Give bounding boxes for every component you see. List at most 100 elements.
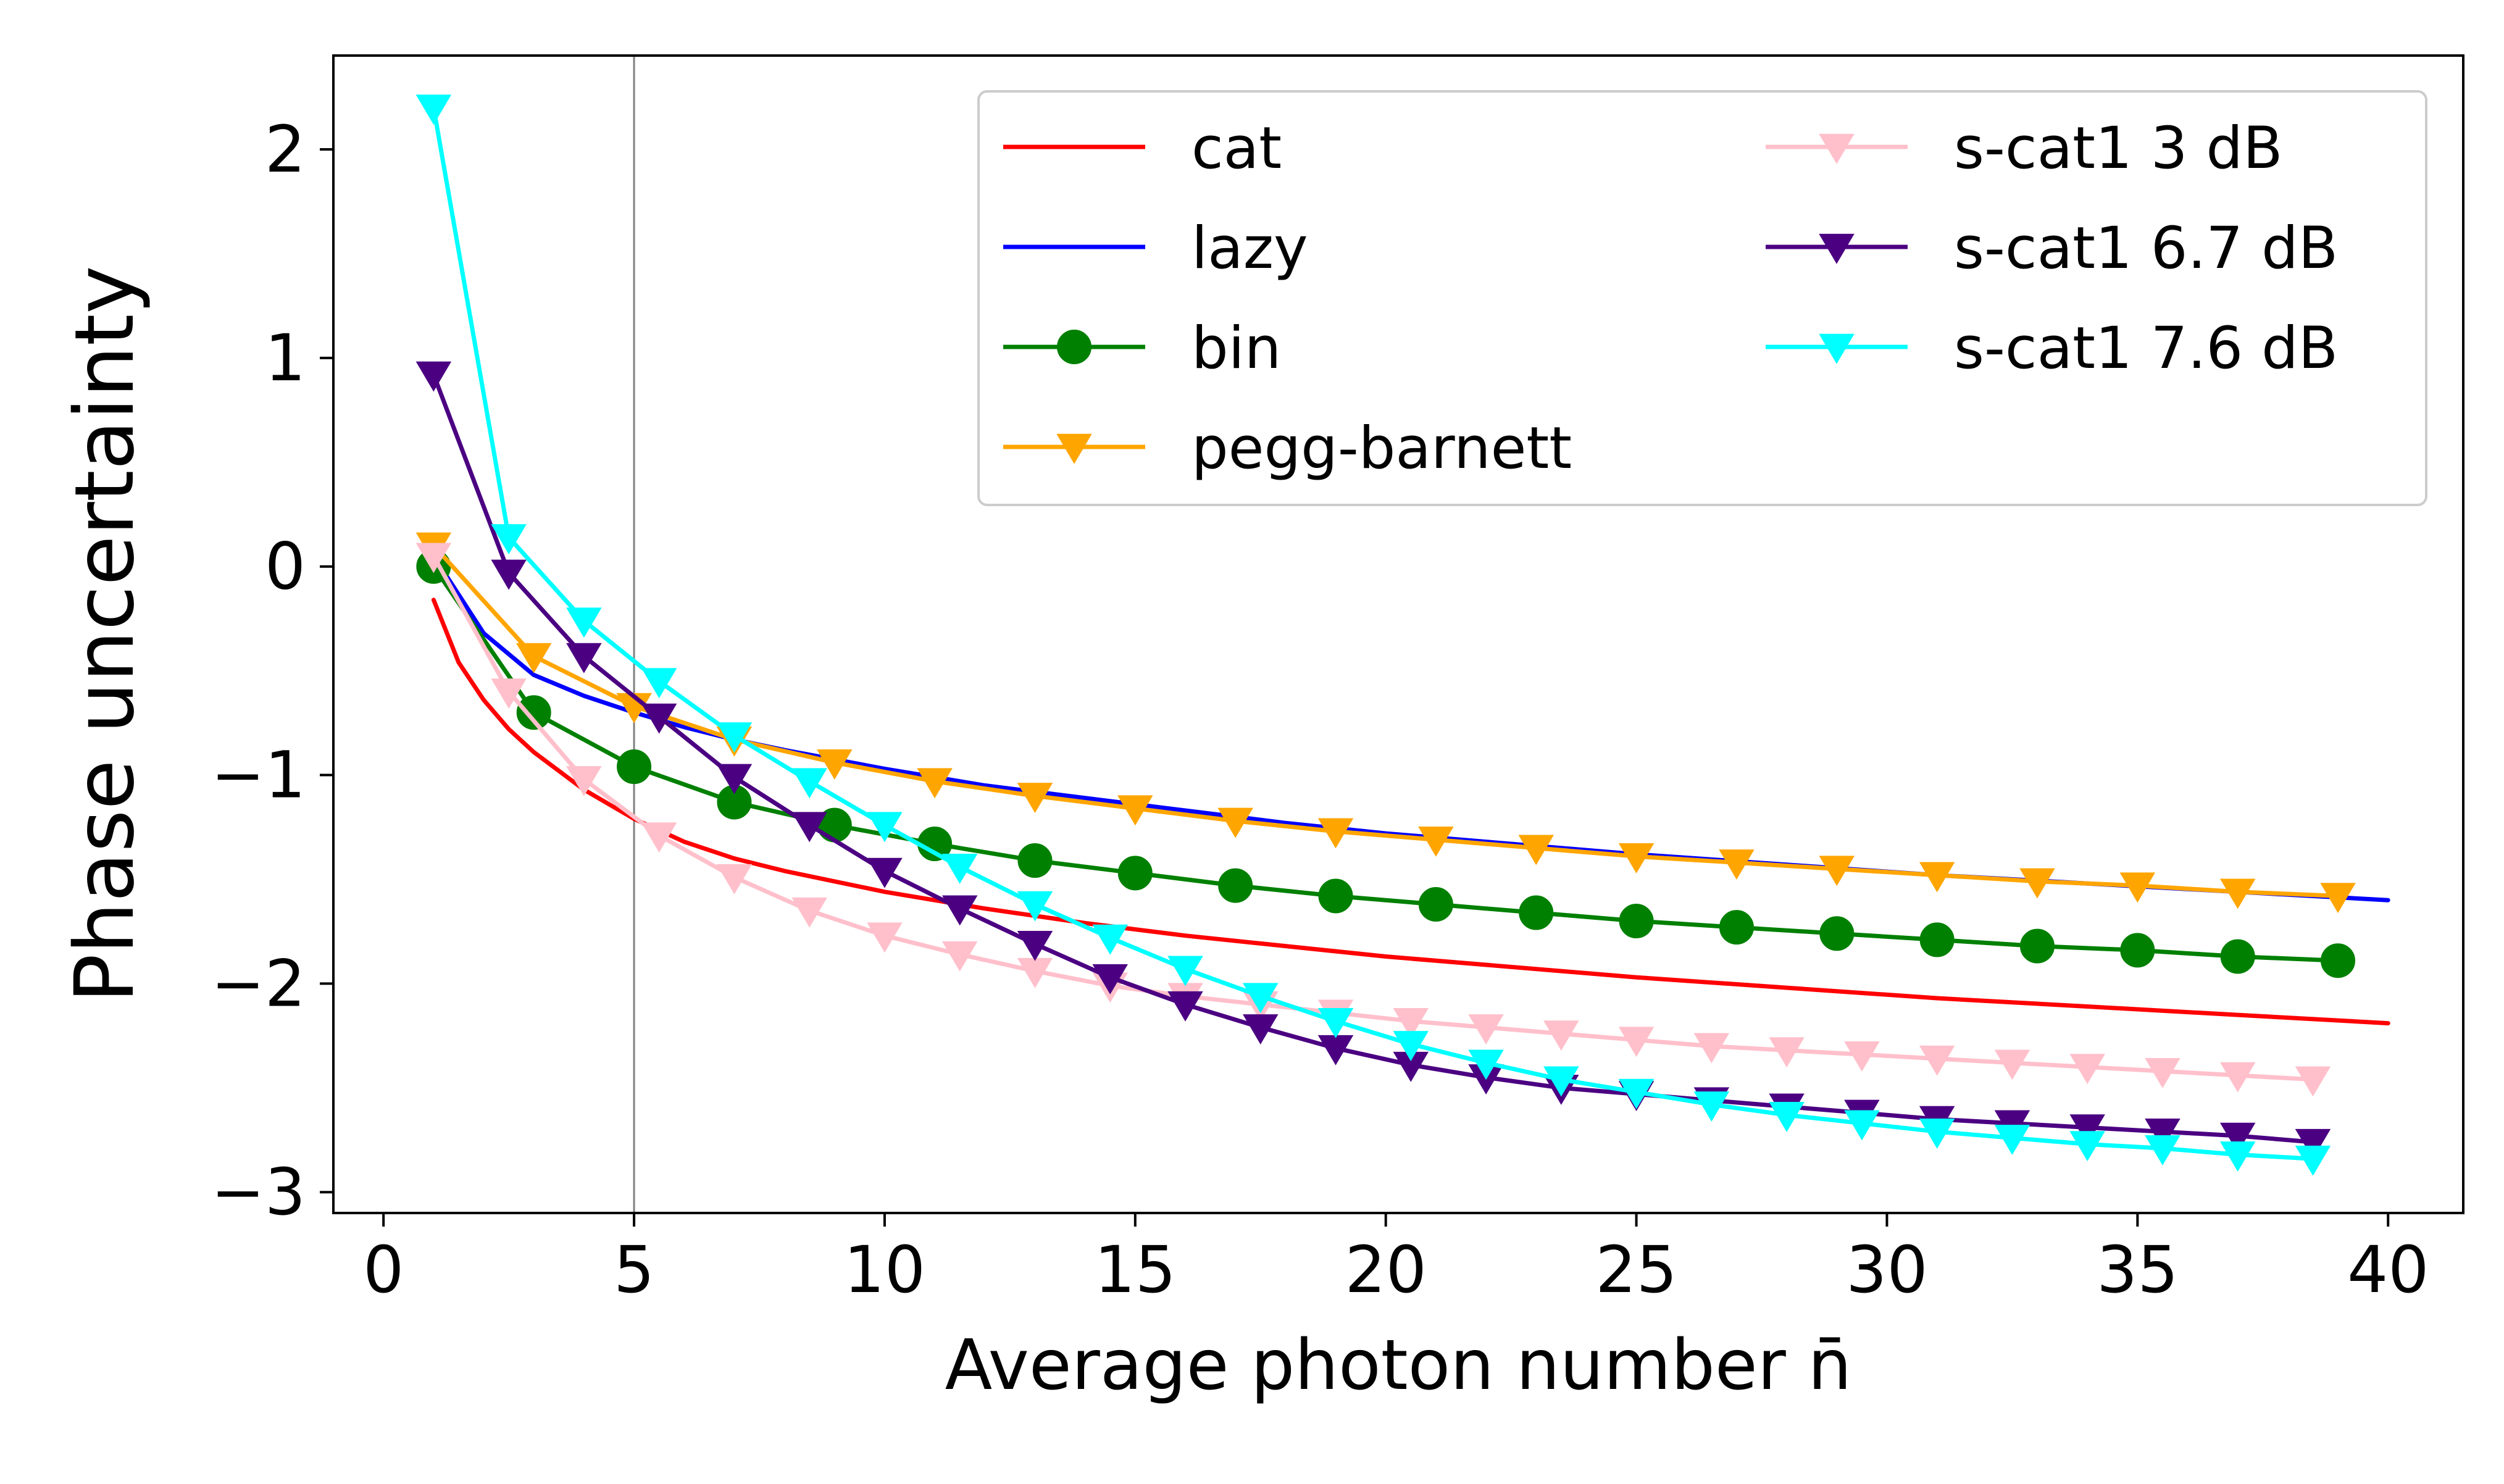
axes-frame (332, 54, 2464, 1214)
data-point (1543, 1066, 1579, 1097)
data-point (2295, 1066, 2331, 1097)
legend-marker (1819, 133, 1855, 164)
data-point (1317, 1007, 1354, 1038)
data-point (2145, 1135, 2181, 1165)
y-tick-label: 1 (265, 320, 306, 396)
data-point (1393, 1007, 1429, 1038)
data-point (1919, 1045, 1955, 1076)
series-line (431, 554, 2315, 1082)
legend-entry: lazy (1003, 215, 1308, 282)
legend-label: pegg-barnett (1191, 415, 1572, 482)
data-point (491, 678, 527, 709)
legend-entry: bin (1003, 315, 1281, 382)
data-point (641, 668, 677, 699)
data-point (2219, 1062, 2256, 1093)
data-point (1092, 924, 1128, 955)
data-point (1318, 878, 1353, 914)
plot-area (415, 56, 2390, 1213)
series-line (431, 372, 2315, 1144)
data-point (515, 643, 552, 673)
legend-marker (1056, 433, 1092, 464)
data-point (2145, 1058, 2181, 1088)
data-point (1619, 904, 1654, 939)
data-point (2069, 1131, 2105, 1162)
legend-marker (1819, 333, 1855, 364)
data-point (2321, 943, 2356, 978)
x-tick-label: 25 (1595, 1232, 1677, 1307)
data-point (2069, 1114, 2105, 1145)
data-point (415, 543, 452, 573)
data-point (1693, 1033, 1730, 1064)
data-point (1167, 956, 1203, 986)
data-point (867, 922, 903, 953)
legend-label: cat (1191, 115, 1282, 182)
data-point (941, 853, 978, 884)
data-point (1994, 1049, 2030, 1080)
data-point (1468, 1014, 1504, 1044)
x-tick-label: 30 (1846, 1232, 1927, 1307)
legend-marker (1819, 233, 1855, 264)
data-point (1017, 930, 1053, 961)
data-point (1543, 1020, 1579, 1051)
data-point (566, 607, 602, 638)
x-tick-label: 40 (2347, 1232, 2429, 1307)
x-tick-label: 35 (2097, 1232, 2178, 1307)
axes: 0 5 10 15 20 25 30 35 40 −3 −2 −1 0 1 2 Average photon … (57, 54, 2464, 1406)
x-tick-label: 10 (844, 1232, 925, 1307)
series-s-cat1-3-db (415, 543, 2331, 1097)
data-point (2120, 933, 2155, 968)
legend-entry: pegg-barnett (1003, 415, 1572, 482)
data-point (641, 703, 677, 734)
legend-label: lazy (1191, 215, 1308, 282)
data-point (1844, 1110, 1880, 1141)
y-tick-label: −1 (211, 738, 306, 813)
legend-entry: s-cat1 3 dB (1766, 115, 2283, 182)
data-point (1243, 983, 1279, 1014)
data-point (1217, 807, 1253, 838)
data-point (1518, 835, 1554, 865)
y-tick-label: 2 (265, 112, 306, 187)
data-point (867, 812, 903, 843)
legend-box (977, 90, 2427, 506)
data-point (1393, 1031, 1429, 1061)
data-point (2020, 928, 2055, 964)
data-point (2119, 872, 2156, 903)
data-point (1919, 922, 1955, 957)
legend-label: bin (1191, 315, 1281, 382)
data-point (867, 857, 903, 888)
series-line (431, 106, 2315, 1161)
data-point (1994, 1125, 2030, 1156)
data-point (791, 812, 827, 843)
data-point (2219, 1141, 2256, 1172)
data-point (2295, 1145, 2331, 1176)
data-point (1618, 1078, 1655, 1109)
data-point (2320, 883, 2356, 914)
data-point (1618, 1027, 1655, 1057)
data-point (2019, 868, 2055, 899)
data-point (1092, 964, 1128, 994)
data-point (1017, 783, 1053, 813)
legend-label: s-cat1 3 dB (1954, 115, 2283, 182)
legend-marker (1057, 330, 1091, 364)
data-point (1418, 887, 1453, 922)
data-point (491, 559, 527, 590)
series-line (431, 598, 2390, 1026)
x-axis-title: Average photon number n̄ (945, 1325, 1852, 1406)
data-point (1418, 827, 1454, 857)
data-point (791, 897, 827, 928)
data-point (791, 768, 827, 799)
series-cat (431, 598, 2390, 1026)
data-point (491, 524, 527, 555)
legend-label: s-cat1 6.7 dB (1954, 215, 2338, 282)
data-point (1819, 856, 1855, 886)
legend-label: s-cat1 7.6 dB (1954, 315, 2338, 382)
data-point (1719, 910, 1754, 945)
data-point (2069, 1054, 2105, 1085)
data-point (1468, 1049, 1504, 1080)
data-point (1844, 1041, 1880, 1072)
data-point (1919, 862, 1955, 893)
data-point (941, 941, 978, 972)
data-point (716, 764, 753, 794)
data-point (566, 643, 602, 673)
y-axis-title: Phase uncertainty (57, 265, 152, 1003)
